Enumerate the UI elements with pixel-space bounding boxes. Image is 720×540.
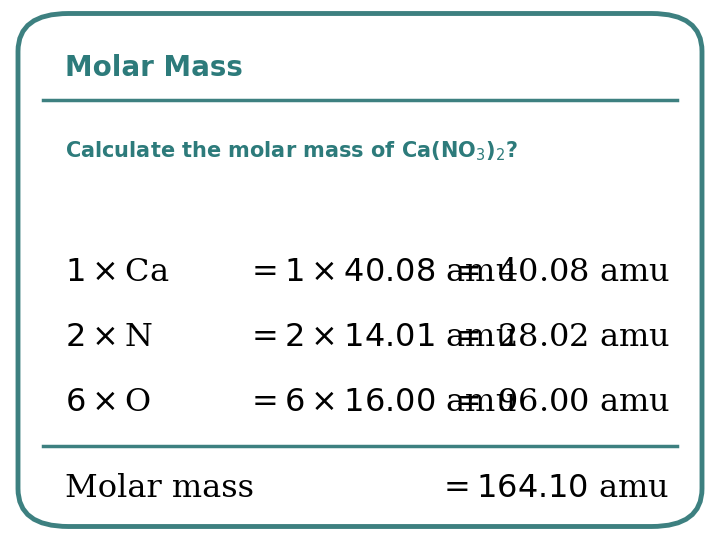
Text: $=1\times40.08$ amu: $=1\times40.08$ amu: [245, 257, 516, 288]
FancyBboxPatch shape: [18, 14, 702, 526]
Text: Molar mass: Molar mass: [65, 473, 254, 504]
Text: $=164.10$ amu: $=164.10$ amu: [437, 473, 670, 504]
Text: $=$ 96.00 amu: $=$ 96.00 amu: [448, 387, 670, 418]
Text: $=$ 28.02 amu: $=$ 28.02 amu: [448, 322, 670, 353]
Text: $2\times$N: $2\times$N: [65, 322, 153, 353]
Text: Molar Mass: Molar Mass: [65, 53, 243, 82]
Text: Calculate the molar mass of Ca(NO$_3$)$_2$?: Calculate the molar mass of Ca(NO$_3$)$_…: [65, 139, 518, 163]
Text: $1\times$Ca: $1\times$Ca: [65, 257, 169, 288]
Text: $=2\times14.01$ amu: $=2\times14.01$ amu: [245, 322, 516, 353]
Text: $6\times$O: $6\times$O: [65, 387, 150, 418]
Text: $=6\times16.00$ amu: $=6\times16.00$ amu: [245, 387, 516, 418]
Text: $=$ 40.08 amu: $=$ 40.08 amu: [448, 257, 670, 288]
